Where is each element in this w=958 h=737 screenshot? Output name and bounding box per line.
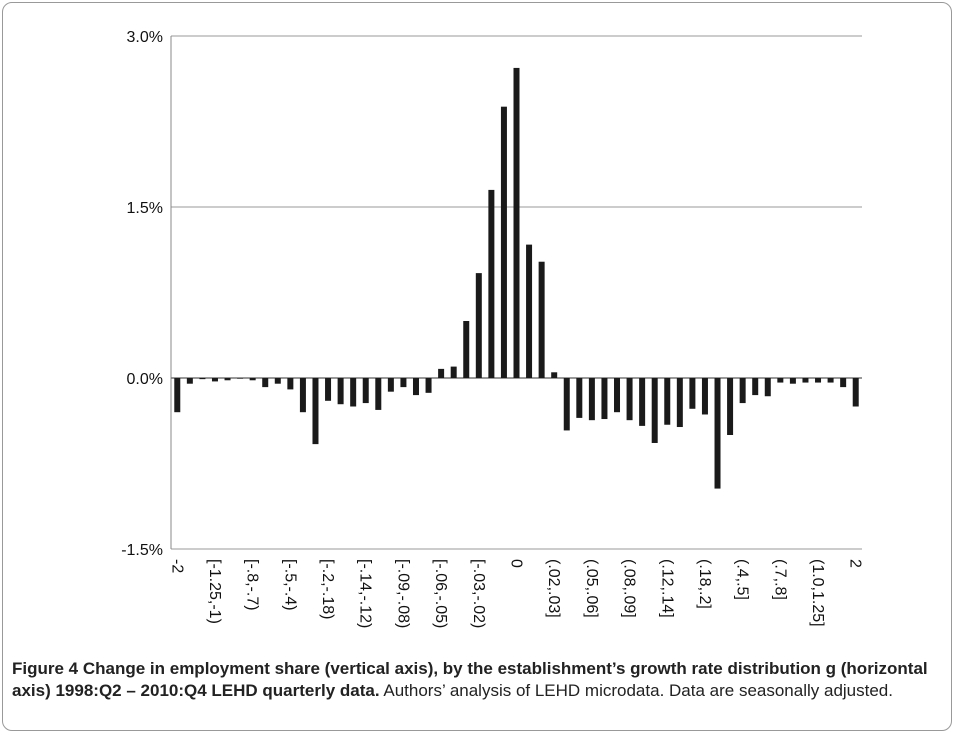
x-tick-label: (1.0,1.25] (809, 559, 826, 627)
bar (387, 378, 394, 392)
bar (186, 378, 193, 384)
bar (475, 273, 482, 378)
bar (249, 378, 256, 381)
x-tick-label: (.02,.03] (545, 559, 562, 618)
bar (224, 378, 231, 381)
bar (211, 378, 218, 382)
x-tick-label: (.18,.2] (696, 559, 713, 609)
bar (174, 378, 181, 413)
bar (739, 378, 746, 404)
bar (488, 189, 495, 378)
bar (815, 378, 822, 383)
bar (274, 378, 281, 384)
bar (538, 261, 545, 378)
bar (412, 378, 419, 396)
x-tick-label: [-1.25,-1) (206, 559, 223, 624)
x-tick-label: [-.8,-.7) (244, 559, 261, 611)
x-tick-label: (.05,.06] (583, 559, 600, 618)
bar (727, 378, 734, 435)
bar (777, 378, 784, 383)
bar (614, 378, 621, 413)
x-tick-label: (.4,.5] (734, 559, 751, 600)
bar (450, 366, 457, 378)
x-tick-label: (.12,.14] (658, 559, 675, 618)
x-tick-label: [-.5,-.4) (281, 559, 298, 611)
bar (262, 378, 269, 388)
y-tick-label: 1.5% (127, 200, 163, 217)
x-tick-label: -2 (168, 559, 185, 573)
x-tick-label: [-.14,-.12) (357, 559, 374, 628)
bar (714, 378, 721, 489)
bar (827, 378, 834, 383)
bar (500, 106, 507, 379)
bar (601, 378, 608, 420)
bar (299, 378, 306, 413)
bar (840, 378, 847, 388)
bar (526, 244, 533, 378)
caption-title: Figure 4 Change in employment share (ver… (12, 659, 928, 700)
x-tick-label: (.08,.09] (621, 559, 638, 618)
bar (676, 378, 683, 428)
x-tick-label: 2 (847, 559, 864, 568)
bar (337, 378, 344, 405)
bar (588, 378, 595, 421)
chart: -1.5% 0.0% 1.5% 3.0% -2 [-1.25,-1) [-.8,-.7) [-… (121, 29, 864, 628)
x-tick-label: [-.09,-.08) (394, 559, 411, 628)
bar (362, 378, 369, 404)
y-tick-label: 3.0% (127, 29, 163, 46)
x-tick-label: (.7,.8] (771, 559, 788, 600)
x-tick-label: 0 (508, 559, 525, 568)
bar (626, 378, 633, 421)
bar (764, 378, 771, 397)
y-tick-label: -1.5% (121, 542, 163, 559)
bar (325, 378, 332, 401)
bar (689, 378, 696, 409)
bar (350, 378, 357, 407)
x-tick-label: [-.06,-.05) (432, 559, 449, 628)
bar (576, 378, 583, 418)
bar (651, 378, 658, 443)
bar (563, 378, 570, 431)
bar (237, 378, 244, 379)
caption: Figure 4 Change in employment share (ver… (12, 658, 932, 702)
bar (463, 321, 470, 378)
bar (312, 378, 319, 445)
caption-text: Authors’ analysis of LEHD microdata. Dat… (383, 681, 893, 700)
bar (664, 378, 671, 425)
bar (513, 67, 520, 379)
bar (802, 378, 809, 383)
bar (199, 378, 206, 380)
bar (852, 378, 859, 407)
bar (639, 378, 646, 426)
bar (400, 378, 407, 388)
bar (701, 378, 708, 415)
bar (425, 378, 432, 393)
x-tick-label: [-.2,-.18) (319, 559, 336, 619)
bar (551, 372, 558, 378)
bar (789, 378, 796, 384)
bar (287, 378, 294, 390)
x-tick-label: [-.03,-.02) (470, 559, 487, 628)
bar (438, 368, 445, 378)
y-tick-label: 0.0% (127, 371, 163, 388)
bar (752, 378, 759, 396)
bar (375, 378, 382, 410)
